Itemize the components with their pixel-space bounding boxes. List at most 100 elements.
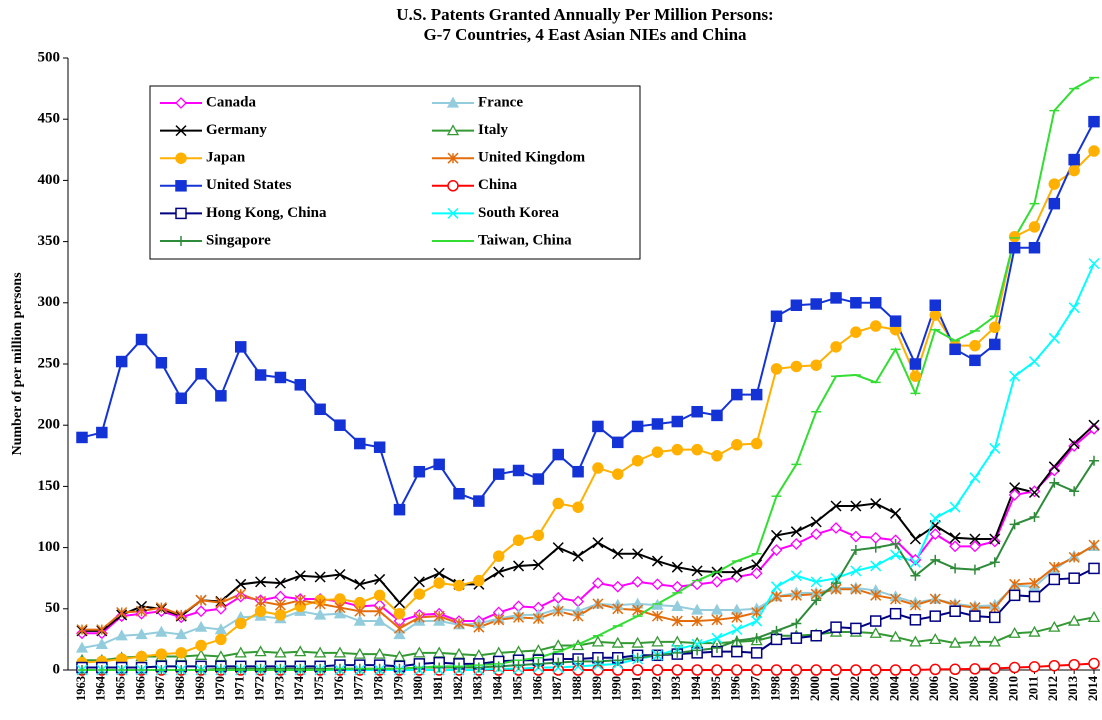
data-point [811, 595, 822, 606]
data-point [354, 605, 366, 617]
data-point [989, 602, 1001, 614]
data-point [810, 664, 822, 676]
data-point [651, 610, 663, 622]
data-point [869, 626, 882, 638]
data-point [770, 664, 783, 676]
data-point [135, 650, 148, 663]
x-tick-label: 1998 [768, 676, 782, 701]
data-point [315, 663, 326, 674]
data-point [254, 605, 267, 617]
x-tick-label: 2001 [828, 676, 842, 701]
data-point [592, 420, 604, 433]
x-tick-label: 2008 [967, 676, 981, 701]
series-line [82, 544, 1095, 631]
data-point [1068, 614, 1081, 626]
data-point [751, 633, 762, 644]
data-point [532, 613, 544, 625]
x-tick-label: 1978 [372, 676, 386, 701]
x-tick-label: 1991 [629, 676, 643, 701]
x-tick-label: 1980 [411, 676, 425, 701]
data-point [790, 570, 802, 582]
data-point [790, 664, 803, 676]
data-point [512, 534, 525, 547]
data-point [116, 606, 128, 619]
data-point [889, 630, 902, 642]
x-tick-label: 1964 [94, 675, 108, 701]
data-point [434, 662, 445, 673]
data-point [631, 420, 644, 433]
data-point [989, 321, 1001, 334]
data-point [671, 443, 684, 456]
data-point [889, 664, 902, 676]
data-point [830, 522, 842, 534]
data-point [374, 573, 386, 585]
data-point [969, 354, 981, 367]
x-tick-label: 2005 [907, 676, 921, 701]
x-tick-label: 1979 [391, 676, 405, 701]
legend-box [149, 85, 641, 260]
series-line [82, 76, 1095, 671]
data-point [651, 555, 663, 567]
x-tick-label: 1983 [471, 676, 485, 701]
y-tick-label: 250 [38, 355, 61, 371]
data-point [592, 598, 604, 610]
data-point [513, 560, 525, 572]
data-point [552, 605, 564, 617]
data-point [214, 623, 228, 635]
data-point [631, 664, 644, 676]
data-point [810, 516, 822, 528]
data-point [949, 540, 962, 553]
x-tick-label: 1999 [788, 676, 802, 701]
data-point [989, 338, 1001, 351]
legend-label: Italy [478, 122, 509, 138]
data-point [691, 638, 703, 650]
data-point [770, 529, 783, 541]
data-point [235, 588, 247, 600]
data-point [988, 535, 1001, 548]
data-point [969, 610, 981, 622]
data-point [850, 583, 862, 595]
data-point [830, 292, 842, 304]
data-point [155, 648, 168, 660]
data-point [890, 538, 901, 549]
data-point [274, 577, 286, 589]
data-point [909, 533, 921, 545]
data-point [870, 589, 882, 601]
data-point [572, 550, 584, 562]
data-point [671, 600, 684, 612]
data-point [493, 661, 504, 672]
data-point [532, 529, 545, 542]
data-point [572, 501, 584, 513]
data-point [1028, 241, 1041, 254]
data-point [155, 625, 168, 637]
data-point [214, 650, 228, 662]
data-point [790, 360, 803, 373]
data-point [751, 606, 763, 619]
data-point [889, 607, 902, 620]
data-point [513, 611, 525, 623]
y-tick-label: 150 [38, 478, 61, 494]
data-point [770, 363, 783, 375]
data-point [1068, 164, 1080, 177]
chart-title: G-7 Countries, 4 East Asian NIEs and Chi… [423, 25, 747, 44]
data-point [651, 635, 664, 647]
data-point [770, 544, 783, 556]
legend-label: Germany [206, 122, 267, 138]
data-point [869, 615, 882, 627]
x-tick-label: 2013 [1066, 676, 1080, 701]
legend-marker [446, 96, 460, 108]
data-point [671, 415, 684, 428]
data-point [175, 647, 187, 659]
x-tick-label: 1966 [133, 676, 147, 701]
x-tick-label: 2000 [808, 676, 822, 701]
data-point [909, 599, 921, 611]
data-point [770, 633, 783, 646]
x-tick-label: 1977 [352, 676, 366, 701]
x-tick-label: 2006 [927, 676, 941, 701]
data-point [1068, 551, 1080, 563]
data-point [552, 448, 564, 461]
x-tick-label: 1986 [530, 676, 544, 701]
data-point [175, 392, 187, 405]
data-point [493, 614, 505, 626]
data-point [155, 602, 167, 614]
